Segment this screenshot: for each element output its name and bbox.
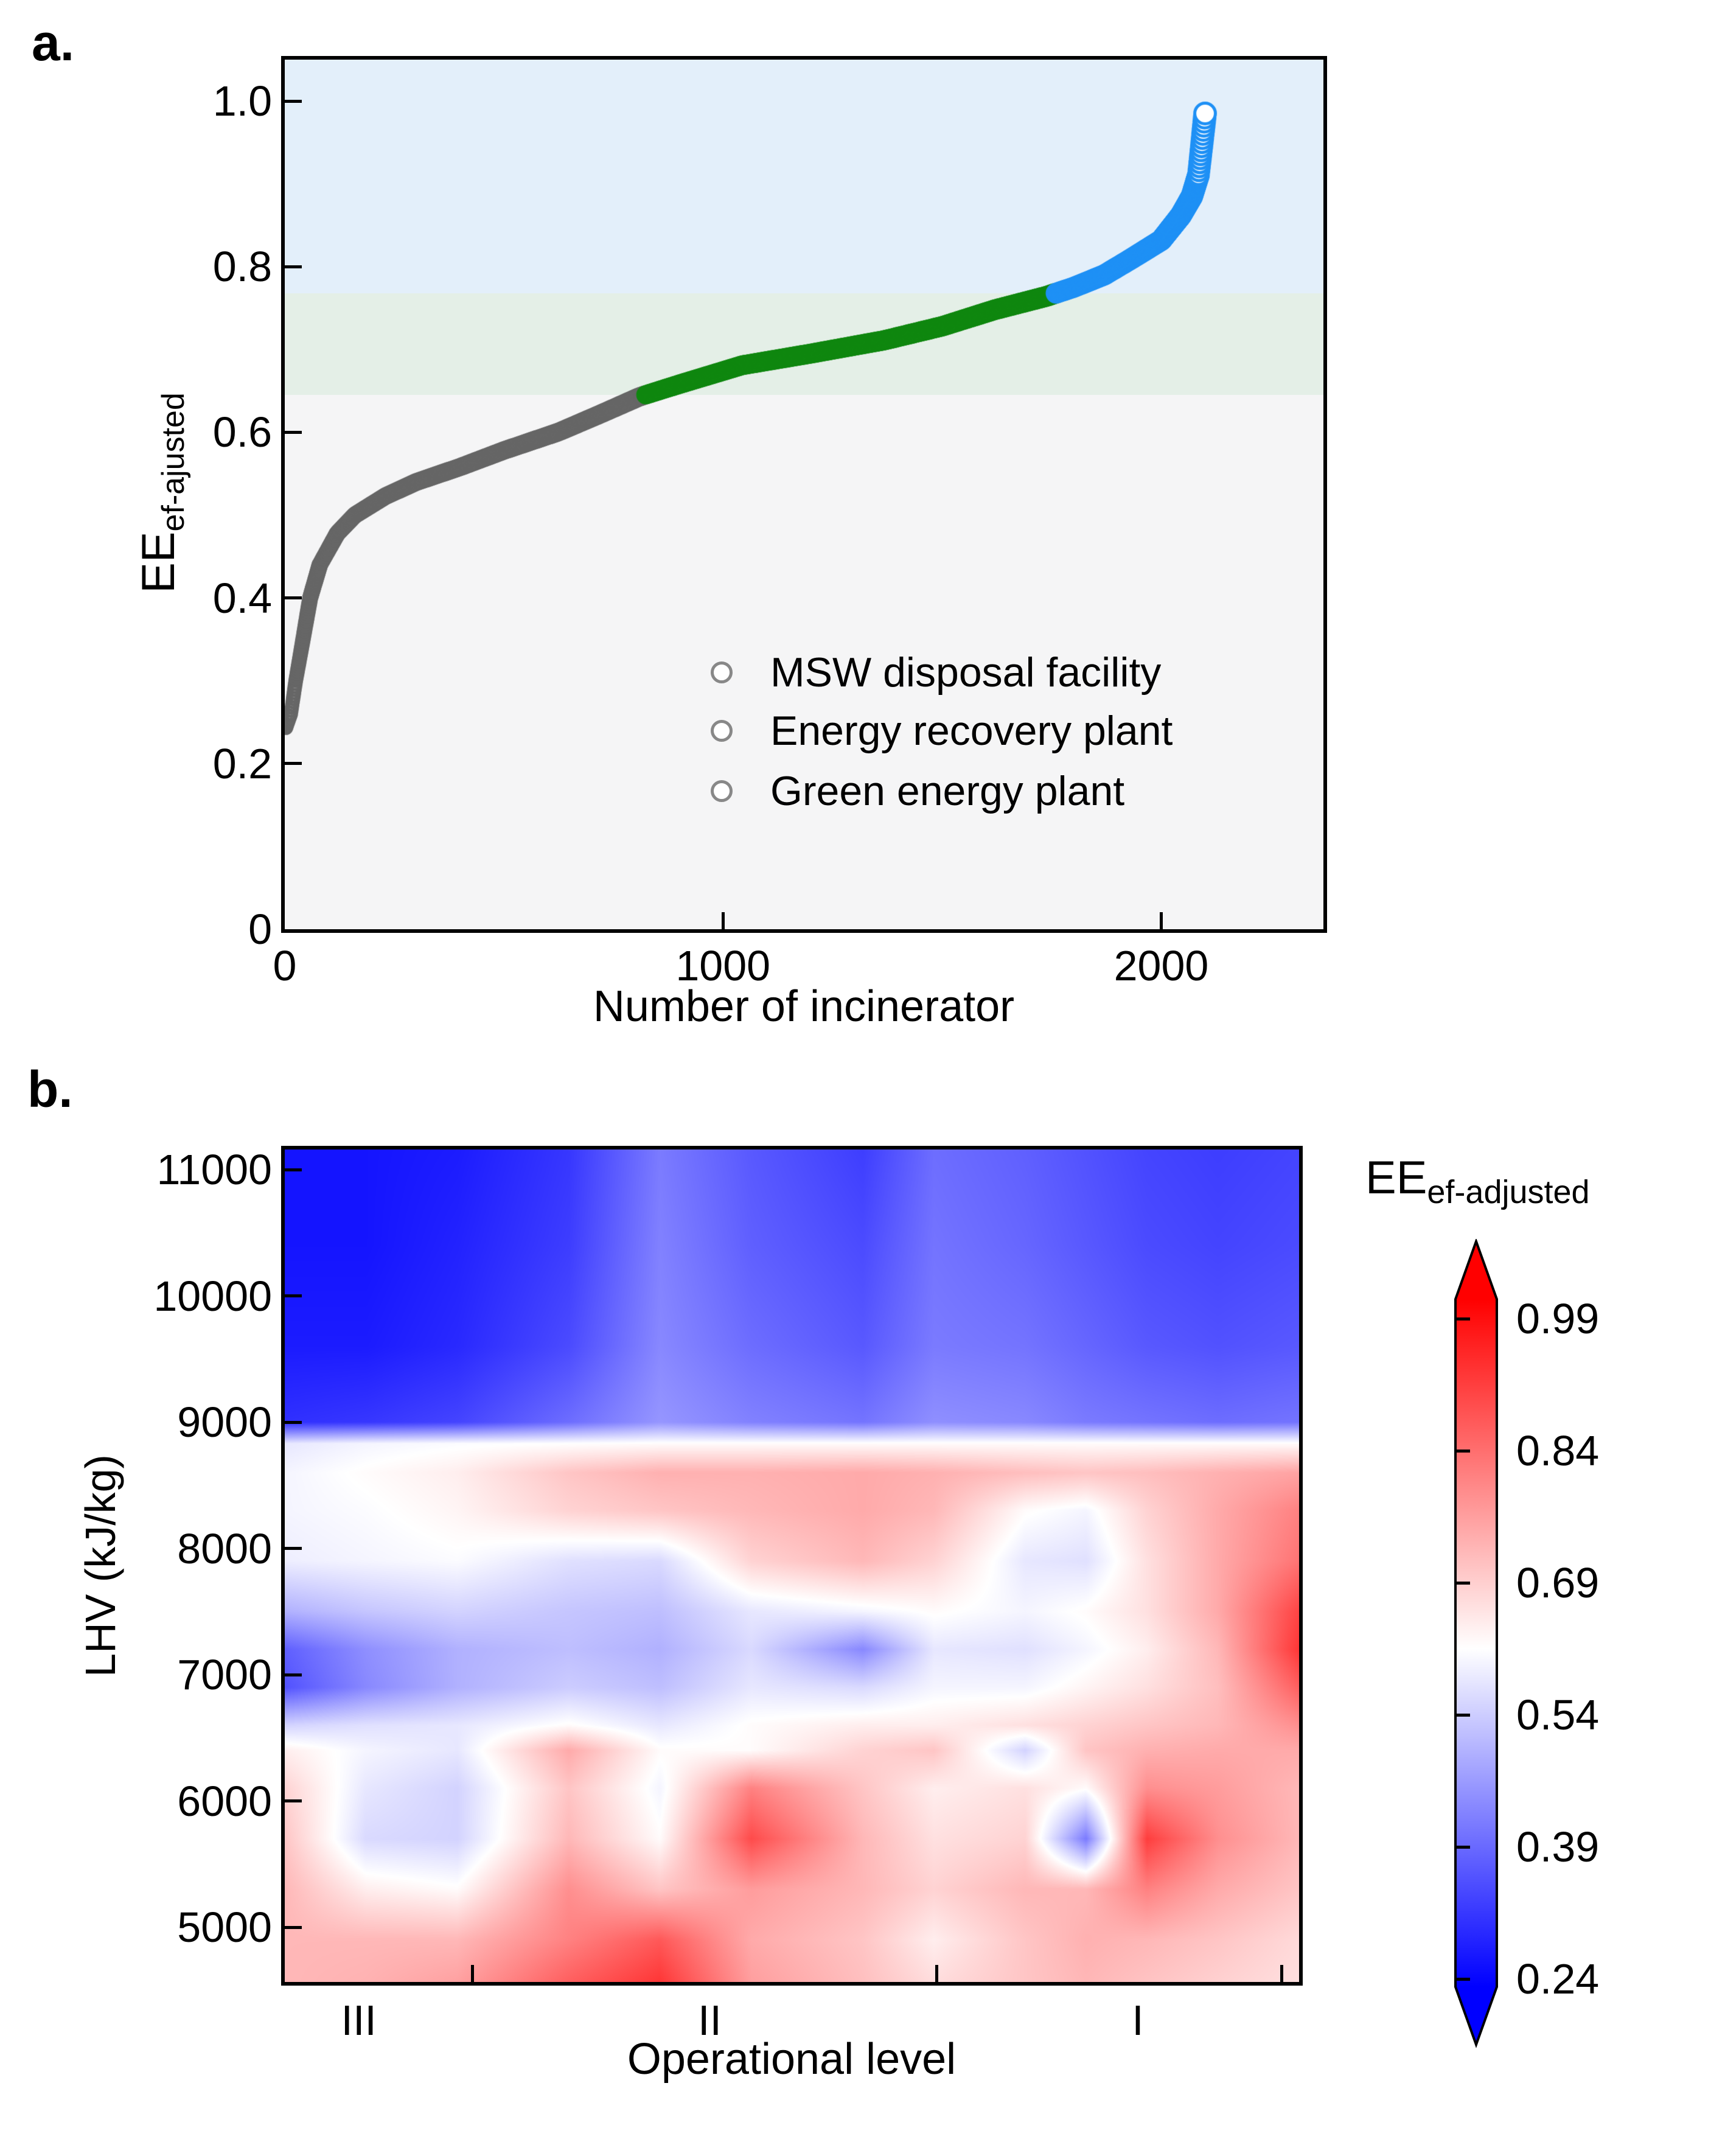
panel-a-xtick	[1160, 912, 1163, 929]
panel-a-ytick-label: 0.2	[212, 739, 272, 787]
panel-a-x-axis-title: Number of incinerator	[593, 982, 1015, 1031]
legend-label-msw: MSW disposal facility	[770, 649, 1162, 696]
legend-label-green: Green energy plant	[770, 768, 1125, 814]
colorbar-ticks	[1455, 1317, 1470, 1981]
panel-b-category-label: II	[698, 1997, 722, 2044]
panel-a-ytick-label: 0.8	[212, 243, 272, 291]
panel-b-ytick-label: 7000	[177, 1651, 272, 1698]
panel-b-ytick-label: 11000	[156, 1146, 272, 1193]
panel-a-ytick-label: 1.0	[212, 77, 272, 125]
legend-item-msw: MSW disposal facility	[711, 648, 1161, 697]
panel-b-ytick	[285, 1547, 302, 1550]
panel-a-y-title-sub: ef-ajusted	[156, 392, 191, 532]
panel-b-y-title: LHV (kJ/kg)	[77, 1454, 124, 1677]
panel-a-ytick-label: 0	[248, 905, 272, 953]
colorbar-gradient-bar	[1454, 1239, 1498, 2048]
colorbar-title-main: EE	[1365, 1152, 1427, 1204]
panel-a-ytick-label: 0.4	[212, 574, 272, 622]
panel-a-ytick	[285, 762, 302, 766]
panel-b-ytick-label: 8000	[177, 1524, 272, 1572]
legend-label-energy: Energy recovery plant	[770, 708, 1173, 754]
panel-b-x-axis-title: Operational level	[627, 2035, 957, 2084]
panel-a-xtick	[721, 912, 725, 929]
legend-item-green: Green energy plant	[711, 767, 1124, 815]
panel-a-ytick	[285, 596, 302, 600]
panel-b-xtick	[470, 1965, 474, 1982]
colorbar-tick-label: 0.39	[1516, 1823, 1600, 1871]
panel-a-y-axis-title: EE ef-ajusted	[132, 128, 191, 858]
panel-a-ytick	[285, 99, 302, 103]
colorbar-tick-label: 0.99	[1516, 1295, 1600, 1342]
panel-a-y-title-main: EE	[133, 531, 184, 593]
colorbar	[1454, 1239, 1498, 2048]
panel-b-xtick	[1280, 1965, 1284, 1982]
panel-b-category-label: I	[1132, 1997, 1144, 2044]
heatmap-canvas	[285, 1150, 1299, 1982]
panel-b-y-axis-title: LHV (kJ/kg)	[76, 1201, 131, 1931]
panel-a-xtick-label: 1000	[675, 942, 771, 989]
panel-b-ytick-label: 6000	[177, 1777, 272, 1825]
panel-b-ytick	[285, 1673, 302, 1676]
panel-b-ytick	[285, 1799, 302, 1802]
panel-b-label: b.	[27, 1061, 73, 1118]
colorbar-tick-label: 0.69	[1516, 1559, 1600, 1607]
panel-b-ytick	[285, 1168, 302, 1171]
msw-marker-icon	[711, 661, 733, 683]
colorbar-tick-label: 0.24	[1516, 1955, 1600, 2003]
panel-a-ytick-label: 0.6	[212, 408, 272, 456]
energy-marker-icon	[711, 720, 733, 742]
colorbar-title-sub: ef-adjusted	[1427, 1174, 1590, 1210]
panel-a-ytick	[285, 265, 302, 268]
panel-b-ytick-label: 9000	[177, 1398, 272, 1446]
panel-a-xtick-label: 0	[273, 942, 297, 989]
panel-a-label: a.	[32, 14, 75, 71]
panel-a-xtick-label: 2000	[1113, 942, 1209, 989]
colorbar-tick-label: 0.84	[1516, 1427, 1600, 1474]
colorbar-title: EEef-adjusted	[1365, 1151, 1590, 1210]
green-marker-icon	[711, 780, 733, 802]
panel-b-ytick	[285, 1420, 302, 1424]
panel-b-ytick	[285, 1294, 302, 1297]
panel-a-ytick	[285, 430, 302, 434]
panel-b-xtick	[935, 1965, 939, 1982]
panel-b-ytick-label: 10000	[153, 1272, 272, 1320]
panel-b-category-label: III	[341, 1997, 377, 2044]
scatter-canvas	[285, 60, 1323, 929]
panel-b-ytick-label: 5000	[177, 1903, 272, 1951]
panel-b-ytick	[285, 1925, 302, 1929]
legend-item-energy: Energy recovery plant	[711, 706, 1173, 755]
colorbar-tick-label: 0.54	[1516, 1691, 1600, 1739]
